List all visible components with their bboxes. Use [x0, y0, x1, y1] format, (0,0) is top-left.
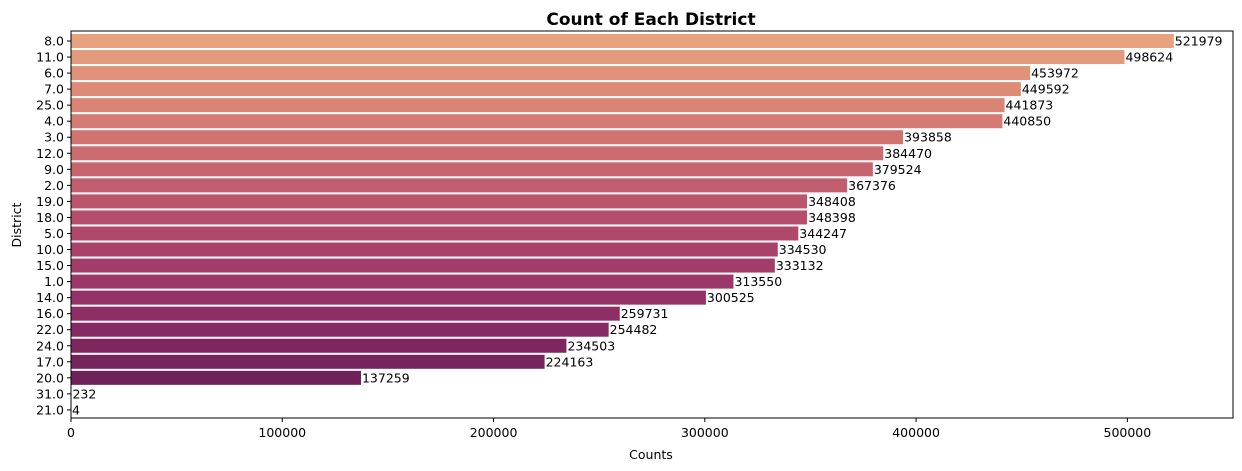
y-tick-label-16.0: 16.0 [36, 306, 64, 321]
data-label-3.0: 393858 [904, 130, 952, 145]
data-label-22.0: 254482 [610, 322, 658, 337]
y-tick-label-20.0: 20.0 [36, 370, 64, 385]
bars-group [71, 34, 1174, 417]
x-tick-label-100000: 100000 [258, 425, 306, 440]
x-tick-label-300000: 300000 [681, 425, 729, 440]
data-label-16.0: 259731 [621, 306, 669, 321]
bar-6.0 [71, 66, 1031, 81]
data-label-31.0: 232 [72, 386, 96, 401]
data-label-14.0: 300525 [707, 290, 755, 305]
x-tick-label-400000: 400000 [892, 425, 940, 440]
data-label-10.0: 334530 [779, 242, 827, 257]
x-tick-label-500000: 500000 [1104, 425, 1152, 440]
y-tick-label-6.0: 6.0 [44, 66, 64, 81]
y-tick-label-24.0: 24.0 [36, 338, 64, 353]
data-label-7.0: 449592 [1022, 82, 1070, 97]
bar-2.0 [71, 178, 848, 193]
data-label-8.0: 521979 [1175, 34, 1223, 49]
bar-7.0 [71, 82, 1021, 97]
bar-5.0 [71, 226, 799, 241]
chart-title: Count of Each District [546, 10, 755, 30]
y-tick-label-1.0: 1.0 [44, 274, 64, 289]
y-axis-ticks: 8.011.06.07.025.04.03.012.09.02.019.018.… [36, 34, 71, 417]
y-tick-label-15.0: 15.0 [36, 258, 64, 273]
data-label-1.0: 313550 [734, 274, 782, 289]
data-label-11.0: 498624 [1125, 50, 1173, 65]
y-tick-label-11.0: 11.0 [36, 50, 64, 65]
data-label-6.0: 453972 [1031, 66, 1079, 81]
data-label-4.0: 440850 [1003, 114, 1051, 129]
y-tick-label-10.0: 10.0 [36, 242, 64, 257]
y-tick-label-12.0: 12.0 [36, 146, 64, 161]
y-tick-label-7.0: 7.0 [44, 82, 64, 97]
bar-10.0 [71, 242, 778, 257]
data-label-17.0: 224163 [546, 354, 594, 369]
bar-20.0 [71, 370, 361, 385]
y-axis-label: District [9, 202, 24, 247]
x-tick-label-200000: 200000 [470, 425, 518, 440]
x-tick-label-0: 0 [67, 425, 75, 440]
y-tick-label-25.0: 25.0 [36, 98, 64, 113]
bar-9.0 [71, 162, 873, 177]
bar-4.0 [71, 114, 1003, 129]
bar-12.0 [71, 146, 884, 161]
data-label-19.0: 348408 [808, 194, 856, 209]
y-tick-label-5.0: 5.0 [44, 226, 64, 241]
y-tick-label-17.0: 17.0 [36, 354, 64, 369]
bar-3.0 [71, 130, 904, 145]
data-label-25.0: 441873 [1006, 98, 1054, 113]
data-label-20.0: 137259 [362, 370, 410, 385]
y-tick-label-31.0: 31.0 [36, 386, 64, 401]
y-tick-label-22.0: 22.0 [36, 322, 64, 337]
data-label-24.0: 234503 [567, 338, 615, 353]
bar-17.0 [71, 354, 545, 369]
bar-15.0 [71, 258, 775, 273]
y-tick-label-18.0: 18.0 [36, 210, 64, 225]
bar-11.0 [71, 50, 1125, 65]
y-tick-label-2.0: 2.0 [44, 178, 64, 193]
bar-24.0 [71, 338, 567, 353]
bar-14.0 [71, 290, 706, 305]
data-label-21.0: 4 [72, 402, 80, 417]
bar-18.0 [71, 210, 808, 225]
bar-1.0 [71, 274, 734, 289]
bar-22.0 [71, 322, 609, 337]
x-axis-label: Counts [629, 447, 673, 462]
y-tick-label-3.0: 3.0 [44, 130, 64, 145]
data-label-2.0: 367376 [848, 178, 896, 193]
y-tick-label-21.0: 21.0 [36, 402, 64, 417]
y-tick-label-9.0: 9.0 [44, 162, 64, 177]
bar-25.0 [71, 98, 1005, 113]
bar-19.0 [71, 194, 808, 209]
data-label-12.0: 384470 [884, 146, 932, 161]
data-label-5.0: 344247 [799, 226, 847, 241]
data-label-9.0: 379524 [874, 162, 922, 177]
data-label-15.0: 333132 [776, 258, 824, 273]
y-tick-label-4.0: 4.0 [44, 114, 64, 129]
y-tick-label-14.0: 14.0 [36, 290, 64, 305]
bar-8.0 [71, 34, 1174, 48]
y-tick-label-8.0: 8.0 [44, 34, 64, 49]
data-label-18.0: 348398 [808, 210, 856, 225]
x-axis-ticks: 0 100000 200000 300000 400000 500000 [67, 418, 1151, 440]
plot-frame [70, 30, 1234, 419]
bar-16.0 [71, 306, 620, 321]
y-tick-label-19.0: 19.0 [36, 194, 64, 209]
